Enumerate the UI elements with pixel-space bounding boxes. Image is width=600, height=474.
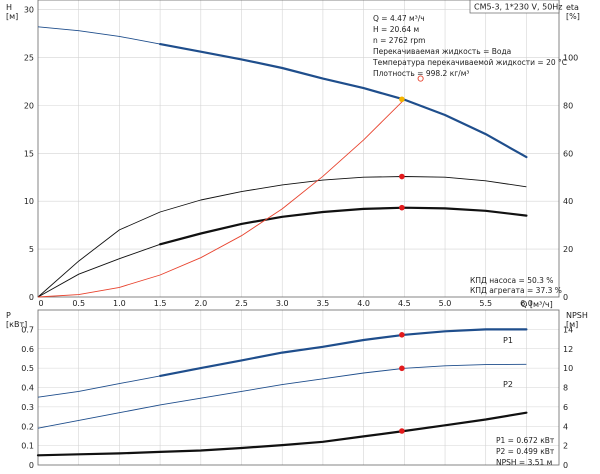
top-y-left-tick: 0 (29, 293, 34, 302)
info-q: Q = 4.47 м³/ч (373, 14, 425, 23)
bottom-y-right-tick: 10 (563, 364, 573, 373)
info-npsh: NPSH = 3.51 м (496, 458, 552, 467)
bottom-y-left-tick: 0.2 (21, 422, 34, 431)
top-y-left-tick: 30 (24, 6, 34, 15)
operating-point-marker (399, 173, 405, 180)
y-right-unit-bottom: [м] (566, 320, 578, 329)
top-y-left-tick: 25 (24, 53, 34, 62)
bottom-series-group (36, 328, 528, 457)
bottom-points-group (399, 332, 405, 434)
system-curve-open-marker (417, 75, 424, 82)
x-tick-label: 2.5 (235, 299, 248, 308)
bottom-y-left-tick: 0.7 (21, 325, 34, 334)
operating-point-info: Q = 4.47 м³/ч H = 20.64 м n = 2762 rpm П… (372, 14, 567, 78)
y-right-unit-top: [%] (566, 12, 580, 21)
x-tick-label-zero: 0 (38, 299, 43, 308)
top-y-right-tick: 0 (563, 293, 568, 302)
series-line-p2 (37, 363, 527, 429)
bottom-y-right-tick: 14 (563, 325, 573, 334)
x-tick-label: 6.0 (520, 299, 533, 308)
x-tick-label: 4.5 (398, 299, 411, 308)
series-line-eta_pump (37, 176, 527, 298)
bottom-y-right-tick: 8 (563, 384, 568, 393)
top-y-right-tick: 80 (563, 101, 573, 110)
bottom-ticks-group: 0 0.1 0.2 0.3 0.4 0.5 0.6 0.7 0 2 4 6 8 10 12 14 (21, 325, 573, 470)
top-y-left-tick: 5 (29, 245, 34, 254)
y-left-unit-bottom: [кВт] (6, 320, 27, 329)
bottom-y-left-tick: 0.1 (21, 442, 34, 451)
head-efficiency-chart: 0 5 10 15 20 25 30 0 20 40 60 80 100 0.5 1.0 1.5 2.0 2.5 3… (6, 0, 580, 309)
top-y-left-tick: 20 (24, 101, 34, 110)
top-series-group (37, 26, 528, 298)
bottom-y-left-tick: 0 (29, 461, 34, 470)
top-plot-frame (37, 0, 560, 298)
series-bold-npsh (36, 411, 528, 457)
operating-point-marker (399, 332, 405, 338)
y-left-label-top: H (6, 3, 12, 12)
info-temperature: Температура перекачиваемой жидкости = 20… (372, 58, 567, 67)
info-eta-aggregate: КПД агрегата = 37.3 % (470, 286, 562, 295)
y-right-label-bottom: NPSH (566, 311, 588, 320)
series-bold-eta_aggregate (159, 206, 528, 246)
y-left-label-bottom: P (6, 311, 11, 320)
x-tick-label: 1.5 (154, 299, 167, 308)
chart-title: CM5-3, 1*230 V, 50Hz (474, 3, 563, 12)
info-p1: P1 = 0.672 кВт (496, 436, 555, 445)
x-tick-label: 3.0 (276, 299, 289, 308)
info-liquid: Перекачиваемая жидкость = Вода (373, 47, 511, 56)
efficiency-info: КПД насоса = 50.3 % КПД агрегата = 37.3 … (470, 276, 562, 295)
x-tick-label: 4.0 (357, 299, 370, 308)
series-label-p1: P1 (503, 336, 513, 345)
series-line-system_curve (37, 99, 405, 298)
top-y-right-tick: 40 (563, 197, 573, 206)
top-ticks-group: 0 5 10 15 20 25 30 0 20 40 60 80 100 0.5 1.0 1.5 2.0 2.5 3… (24, 6, 578, 308)
title-box (469, 0, 560, 14)
series-bold-h_curve (159, 42, 528, 159)
x-tick-label: 5.0 (439, 299, 452, 308)
top-y-right-tick: 60 (563, 149, 573, 158)
bottom-y-left-tick: 0.5 (21, 364, 34, 373)
top-points-group (399, 75, 424, 211)
top-y-right-tick: 100 (563, 53, 578, 62)
bottom-y-right-tick: 2 (563, 442, 568, 451)
info-n: n = 2762 rpm (373, 36, 425, 45)
power-info: P1 = 0.672 кВт P2 = 0.499 кВт NPSH = 3.5… (496, 436, 555, 467)
bottom-y-left-tick: 0.4 (21, 384, 34, 393)
y-right-label-top: eta (566, 3, 579, 12)
bottom-y-left-tick: 0.3 (21, 403, 34, 412)
y-left-unit-top: [м] (6, 12, 18, 21)
x-tick-label: 5.5 (479, 299, 492, 308)
power-npsh-chart: 0 0.1 0.2 0.3 0.4 0.5 0.6 0.7 0 2 4 6 8 10 12 14 P [кВт… (6, 309, 588, 470)
info-eta-pump: КПД насоса = 50.3 % (470, 276, 553, 285)
operating-point-marker (399, 428, 405, 434)
x-axis-label: Q [м³/ч] (521, 300, 553, 309)
x-tick-label: 2.0 (194, 299, 207, 308)
bottom-y-right-tick: 4 (563, 422, 568, 431)
bottom-y-left-tick: 0.6 (21, 345, 34, 354)
top-grid (38, 0, 559, 297)
bottom-grid (38, 310, 559, 465)
info-h: H = 20.64 м (373, 25, 419, 34)
operating-point-marker (399, 365, 405, 372)
series-label-p2: P2 (503, 380, 513, 389)
x-tick-label: 3.5 (317, 299, 330, 308)
bottom-y-right-tick: 6 (563, 403, 568, 412)
top-y-left-tick: 10 (24, 197, 34, 206)
operating-point-marker (399, 96, 405, 103)
series-bold-p1 (159, 328, 528, 377)
bottom-plot-frame (37, 309, 560, 466)
bottom-y-right-tick: 12 (563, 345, 573, 354)
operating-point-marker (399, 204, 405, 211)
info-density: Плотность = 998.2 кг/м³ (373, 69, 469, 78)
info-p2: P2 = 0.499 кВт (496, 447, 555, 456)
bottom-y-right-tick: 0 (563, 461, 568, 470)
top-y-left-tick: 15 (24, 149, 34, 158)
x-tick-label: 0.5 (72, 299, 85, 308)
top-y-right-tick: 20 (563, 245, 573, 254)
x-tick-label: 1.0 (113, 299, 126, 308)
